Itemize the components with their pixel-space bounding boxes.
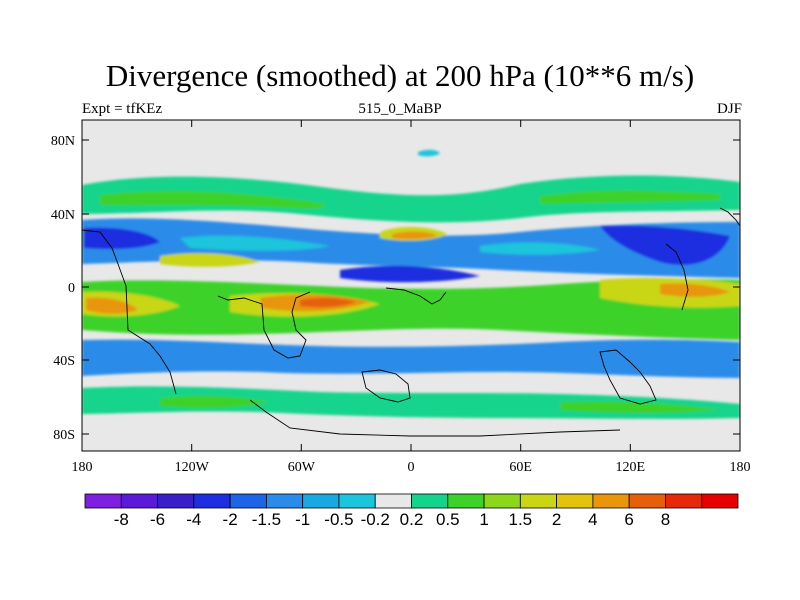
colorbar-swatch	[665, 493, 703, 509]
colorbar-label: -0.5	[324, 510, 353, 529]
colorbar-label: 6	[624, 510, 633, 529]
colorbar-label: 4	[588, 510, 597, 529]
x-tick-label: 0	[408, 460, 415, 475]
colorbar-label: 1.5	[509, 510, 533, 529]
colorbar-swatch	[556, 493, 594, 509]
field-south-div2	[160, 395, 720, 413]
x-tick-label: 120E	[616, 460, 646, 475]
divergence-field	[82, 120, 740, 451]
colorbar-label: 0.5	[436, 510, 460, 529]
x-tick-label: 120W	[175, 460, 210, 475]
field-band-convergence	[82, 218, 740, 278]
x-tick-label: 60E	[509, 460, 532, 475]
colorbar-label: -1.5	[252, 510, 281, 529]
x-tick-label: 180	[72, 460, 93, 475]
field-tropics-red	[300, 297, 356, 308]
colorbar-swatch	[302, 493, 340, 509]
field-weak-conv	[180, 235, 600, 255]
field-south-conv	[82, 339, 740, 378]
colorbar-swatch	[519, 493, 558, 509]
x-tick-label: 180	[730, 460, 751, 475]
field-band-tropics	[82, 279, 740, 340]
axis-ticks: 80N 40N 0 40S 80S 180 120W 60W 0 60E 120E 180	[51, 120, 751, 475]
y-tick-label: 40S	[53, 354, 75, 369]
field-div-orange-north	[392, 231, 438, 240]
colorbar-swatch	[701, 493, 739, 509]
colorbar-swatch	[483, 493, 521, 509]
colorbar-swatch	[157, 493, 195, 509]
colorbar-swatch	[411, 493, 449, 509]
field-div-max-north	[160, 226, 448, 267]
colorbar-swatch	[592, 493, 630, 509]
colorbar-label: -2	[223, 510, 238, 529]
y-tick-label: 80S	[53, 428, 75, 443]
colorbar-label: 8	[661, 510, 670, 529]
colorbar-swatch	[120, 493, 158, 509]
season-label: DJF	[716, 101, 742, 117]
colorbar-label: 0.2	[400, 510, 424, 529]
plot-title: Divergence (smoothed) at 200 hPa (10**6 …	[105, 58, 695, 93]
y-tick-label: 0	[68, 281, 75, 296]
field-band-north-div	[82, 175, 740, 223]
field-tropics-orange	[86, 283, 730, 314]
colorbar-swatch	[265, 493, 304, 509]
field-tropics-yellow	[82, 277, 740, 317]
colorbar-swatch	[338, 493, 376, 509]
coastlines	[82, 207, 740, 437]
colorbar-label: -8	[114, 510, 129, 529]
experiment-label: Expt = tfKEz	[82, 101, 163, 117]
field-band-strong-conv	[84, 225, 730, 283]
colorbar-label: 2	[552, 510, 561, 529]
colorbar-swatch	[229, 493, 267, 509]
y-tick-label: 40N	[51, 208, 75, 223]
colorbar-label: 1	[479, 510, 488, 529]
center-label: 515_0_MaBP	[358, 101, 442, 117]
colorbar-swatch	[447, 493, 485, 509]
field-arctic-blob	[418, 149, 440, 157]
colorbar-label: -4	[186, 510, 201, 529]
y-tick-label: 80N	[51, 134, 75, 149]
colorbar-swatch	[628, 493, 666, 509]
x-tick-label: 60W	[288, 460, 316, 475]
colorbar-label: -6	[150, 510, 165, 529]
colorbar: -8 -6 -4 -2 -1.5 -1 -0.5 -0.2 0.2 0.5 1 1.5 2 4 6 8	[84, 493, 739, 529]
colorbar-swatch	[84, 493, 122, 509]
field-band-north-div2	[100, 190, 720, 209]
colorbar-label: -1	[295, 510, 310, 529]
colorbar-swatch	[193, 493, 231, 509]
colorbar-label: -0.2	[361, 510, 390, 529]
colorbar-swatch	[374, 493, 412, 509]
